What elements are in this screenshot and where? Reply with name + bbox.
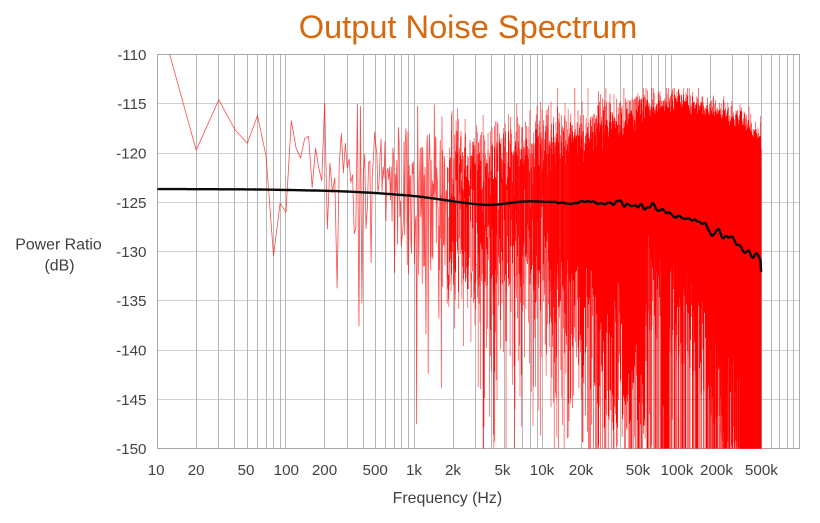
svg-text:Frequency (Hz): Frequency (Hz): [393, 490, 503, 507]
svg-text:500k: 500k: [745, 462, 778, 479]
svg-text:-110: -110: [117, 47, 146, 64]
svg-text:1k: 1k: [406, 462, 422, 479]
svg-text:-115: -115: [117, 96, 146, 113]
svg-text:100: 100: [274, 462, 299, 479]
svg-text:50k: 50k: [626, 462, 651, 479]
svg-text:5k: 5k: [494, 462, 510, 479]
svg-text:10: 10: [148, 462, 165, 479]
svg-text:(dB): (dB): [44, 258, 74, 275]
svg-text:2k: 2k: [445, 462, 461, 479]
svg-text:500: 500: [363, 462, 388, 479]
svg-text:20k: 20k: [569, 462, 594, 479]
svg-text:-150: -150: [116, 441, 146, 458]
svg-text:-125: -125: [116, 195, 146, 212]
svg-text:-140: -140: [116, 343, 146, 360]
svg-text:-135: -135: [116, 293, 146, 310]
svg-text:-130: -130: [116, 244, 146, 261]
svg-text:200: 200: [312, 462, 337, 479]
svg-text:100k: 100k: [661, 462, 694, 479]
svg-text:Power Ratio: Power Ratio: [15, 237, 102, 254]
svg-text:-145: -145: [116, 392, 146, 409]
svg-text:20: 20: [188, 462, 205, 479]
svg-text:Output Noise Spectrum: Output Noise Spectrum: [299, 8, 638, 45]
svg-text:50: 50: [238, 462, 255, 479]
svg-text:-120: -120: [116, 146, 146, 163]
svg-text:10k: 10k: [530, 462, 555, 479]
svg-text:200k: 200k: [700, 462, 733, 479]
